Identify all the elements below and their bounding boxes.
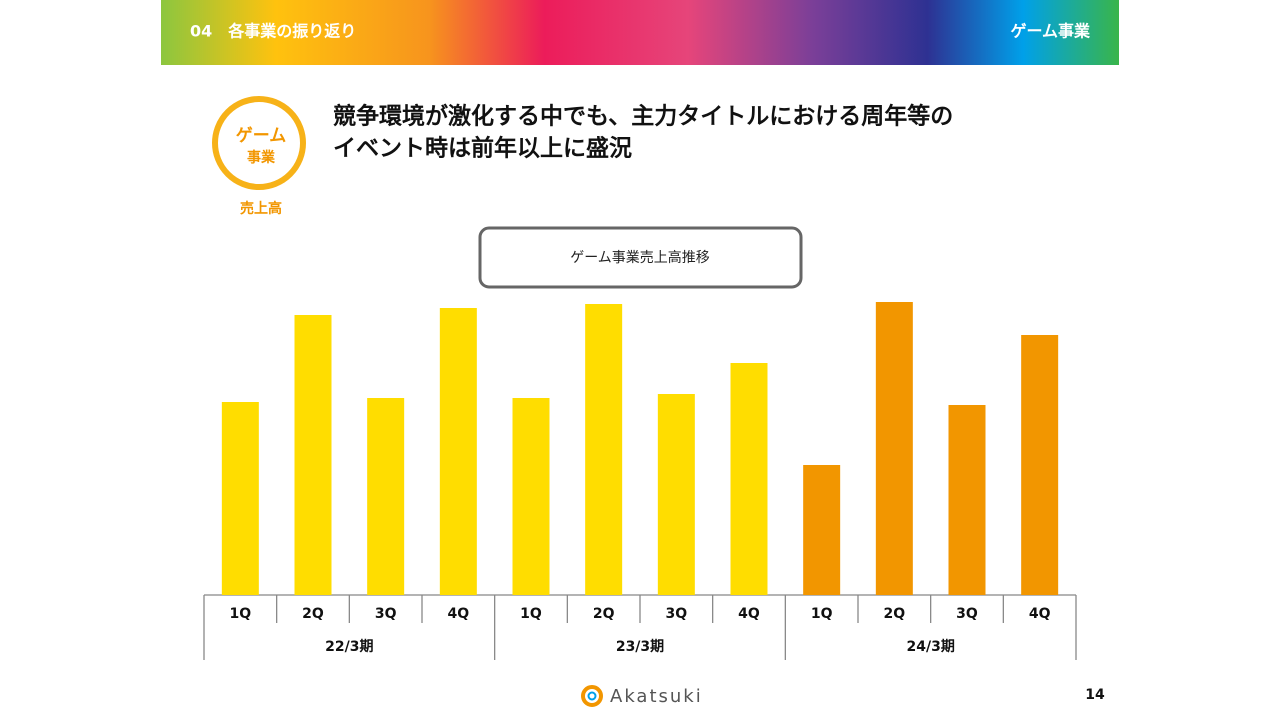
x-tick-label: 2Q [302,606,324,622]
logo-mark [581,685,603,707]
x-tick-label: 1Q [520,606,542,622]
badge-caption: 売上高 [240,200,282,217]
badge-text: ゲーム [236,125,287,146]
x-tick-label: 2Q [884,606,906,622]
page-number: 14 [1085,687,1105,703]
x-tick-label: 4Q [1029,606,1051,622]
badge-text: 事業 [247,149,276,166]
bar [1021,335,1059,595]
x-tick-label: 1Q [230,606,252,622]
bar [657,394,695,595]
x-tick-label: 2Q [593,606,615,622]
x-tick-label: 4Q [448,606,470,622]
segment-title: ゲーム事業 [1010,22,1091,41]
bar [439,308,477,595]
x-tick-label: 1Q [811,606,833,622]
bar [948,405,986,595]
chart-title-box [478,226,803,289]
headline: イベント時は前年以上に盛況 [333,135,632,162]
chart-title: ゲーム事業売上高推移 [570,249,710,266]
x-tick-label: 4Q [738,606,760,622]
group-label: 22/3期 [325,639,373,655]
x-tick-label: 3Q [666,606,688,622]
bar [294,315,332,595]
badge-ring [212,96,306,190]
logo-text: Akatsuki [610,686,703,707]
group-label: 24/3期 [906,639,954,655]
x-tick-label: 3Q [956,606,978,622]
bar [730,363,768,595]
bar [367,398,405,595]
group-label: 23/3期 [616,639,664,655]
bar [803,465,841,595]
bar [221,402,259,595]
bar [585,304,623,595]
x-tick-label: 3Q [375,606,397,622]
header-band [161,0,1119,65]
logo-mark [587,691,597,701]
section-title: 04 各事業の振り返り [190,22,356,41]
bar [875,302,913,595]
bar [512,398,550,595]
headline: 競争環境が激化する中でも、主力タイトルにおける周年等の [333,103,953,130]
